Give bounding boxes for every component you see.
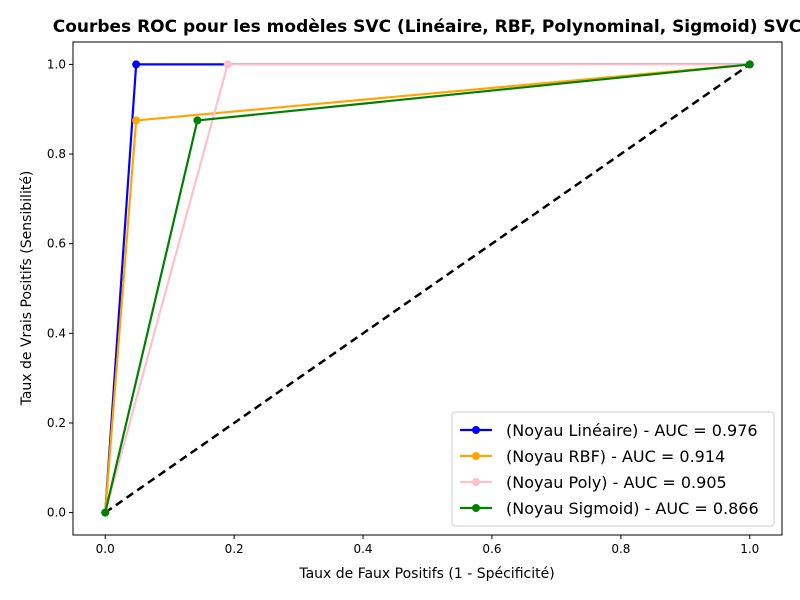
legend-swatch-marker — [472, 426, 480, 434]
series-4-point — [193, 116, 202, 125]
series-2-point — [132, 116, 141, 125]
series-3-point — [223, 60, 232, 69]
x-tick-label: 0.6 — [482, 542, 501, 556]
legend-swatch-marker — [472, 452, 480, 460]
y-tick-label: 0.8 — [47, 147, 66, 161]
chart-title: Courbes ROC pour les modèles SVC (Linéai… — [53, 17, 800, 37]
legend-entry-label: (Noyau RBF) - AUC = 0.914 — [506, 447, 725, 466]
x-axis-label: Taux de Faux Positifs (1 - Spécificité) — [298, 566, 554, 582]
legend-box — [451, 411, 775, 527]
legend-swatch-marker — [472, 504, 480, 512]
series-4-point — [101, 508, 110, 517]
x-tick-label: 0.8 — [611, 542, 630, 556]
x-axis: 0.0 0.2 0.4 0.6 0.8 1.0 — [96, 535, 759, 556]
series-4-point — [745, 60, 754, 69]
x-tick-label: 1.0 — [740, 542, 759, 556]
y-tick-label: 1.0 — [47, 57, 66, 71]
x-tick-label: 0.0 — [96, 542, 115, 556]
y-tick-label: 0.4 — [47, 326, 66, 340]
y-axis-label: Taux de Vrais Positifs (Sensibilité) — [19, 171, 35, 407]
legend-swatch-marker — [472, 478, 480, 486]
x-tick-label: 0.2 — [225, 542, 244, 556]
y-tick-label: 0.0 — [47, 506, 66, 520]
y-axis: 0.0 0.2 0.4 0.6 0.8 1.0 — [47, 57, 73, 520]
y-tick-label: 0.2 — [47, 416, 66, 430]
legend-entry-label: (Noyau Linéaire) - AUC = 0.976 — [506, 421, 758, 440]
y-tick-label: 0.6 — [47, 237, 66, 251]
legend: (Noyau Linéaire) - AUC = 0.976 (Noyau RBF… — [451, 411, 775, 527]
series-1-point — [132, 60, 141, 69]
legend-entry-label: (Noyau Poly) - AUC = 0.905 — [506, 473, 727, 492]
plot-frame — [72, 41, 783, 536]
x-tick-label: 0.4 — [353, 542, 372, 556]
reference-diagonal-line — [104, 63, 751, 514]
legend-entry-label: (Noyau Sigmoid) - AUC = 0.866 — [506, 499, 759, 518]
